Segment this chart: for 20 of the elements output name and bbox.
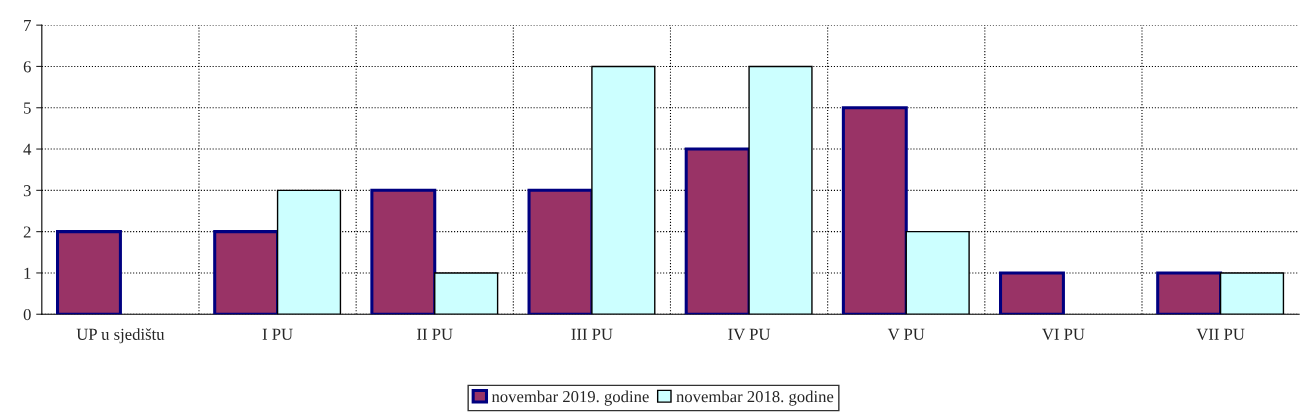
y-tick-label: 1 [24, 267, 31, 279]
y-tick-label: 6 [23, 61, 31, 73]
bar [748, 65, 813, 315]
legend-label: novembar 2018. godine [676, 390, 834, 406]
x-tick-label: UP u sjedištu [76, 328, 165, 344]
y-tick-label: 4 [23, 143, 32, 155]
bar [434, 272, 499, 315]
y-tick-label: 3 [23, 185, 31, 197]
y-tick-label: 7 [24, 20, 31, 31]
x-tick-label: I PU [262, 328, 293, 340]
y-tick-label: 5 [24, 102, 31, 114]
x-tick-label: VI PU [1042, 328, 1085, 340]
x-tick-label: IV PU [728, 328, 771, 340]
x-tick-label: VII PU [1196, 328, 1245, 340]
x-tick-label: III PU [571, 328, 613, 340]
x-tick-label: II PU [417, 328, 453, 340]
x-tick-label: V PU [887, 328, 925, 340]
legend-label: novembar 2019. godine [491, 390, 649, 406]
y-tick-label: 2 [23, 226, 31, 238]
y-tick-label: 0 [23, 308, 31, 321]
